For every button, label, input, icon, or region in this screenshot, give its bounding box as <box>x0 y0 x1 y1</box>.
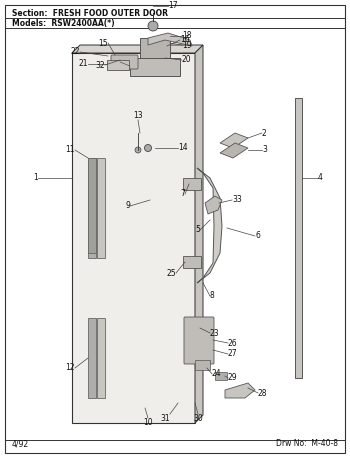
FancyBboxPatch shape <box>184 317 214 364</box>
Text: 33: 33 <box>232 196 242 205</box>
Text: 14: 14 <box>178 143 188 153</box>
Polygon shape <box>148 33 192 46</box>
Text: 22: 22 <box>70 48 80 56</box>
Text: 29: 29 <box>228 374 238 382</box>
Text: 18: 18 <box>182 32 191 40</box>
FancyBboxPatch shape <box>111 55 138 69</box>
Text: 5: 5 <box>195 225 200 234</box>
Bar <box>107 60 129 70</box>
Circle shape <box>145 145 152 152</box>
Bar <box>195 360 210 370</box>
Text: 10: 10 <box>143 418 153 427</box>
Text: 20: 20 <box>182 55 192 65</box>
Polygon shape <box>197 168 222 283</box>
Text: Section:  FRESH FOOD OUTER DOOR: Section: FRESH FOOD OUTER DOOR <box>12 9 168 18</box>
Bar <box>295 98 302 378</box>
Bar <box>72 53 195 423</box>
Text: 30: 30 <box>193 414 203 423</box>
Text: 23: 23 <box>210 328 220 338</box>
Bar <box>215 372 227 380</box>
Text: 26: 26 <box>228 338 238 348</box>
Bar <box>140 38 170 58</box>
Bar <box>183 256 201 268</box>
Polygon shape <box>225 383 255 398</box>
Text: 24: 24 <box>212 370 222 378</box>
Circle shape <box>148 21 158 31</box>
Text: 2: 2 <box>262 129 267 137</box>
Bar <box>97 158 105 258</box>
Text: 4/92: 4/92 <box>12 440 29 448</box>
Text: 25: 25 <box>166 268 176 278</box>
Polygon shape <box>72 45 203 53</box>
Text: 32: 32 <box>95 60 105 70</box>
Text: 12: 12 <box>65 364 75 372</box>
Text: 27: 27 <box>228 349 238 359</box>
Text: 7: 7 <box>180 190 185 198</box>
Text: 11: 11 <box>65 146 75 154</box>
Text: 21: 21 <box>78 60 88 69</box>
Text: 8: 8 <box>210 291 215 300</box>
Text: 15: 15 <box>98 38 108 48</box>
Text: 19: 19 <box>182 40 192 49</box>
Text: 16: 16 <box>180 36 190 44</box>
Text: 1: 1 <box>33 174 38 182</box>
Bar <box>88 158 96 258</box>
Text: 17: 17 <box>168 1 177 11</box>
Text: 13: 13 <box>133 111 143 120</box>
Polygon shape <box>220 133 248 148</box>
Text: Models:  RSW2400AA(*): Models: RSW2400AA(*) <box>12 19 115 28</box>
Text: 6: 6 <box>255 231 260 240</box>
Polygon shape <box>220 143 248 158</box>
Polygon shape <box>195 45 203 423</box>
Text: Drw No:  M-40-8: Drw No: M-40-8 <box>276 440 338 448</box>
Bar <box>97 318 105 398</box>
Text: 3: 3 <box>262 146 267 154</box>
Text: 4: 4 <box>318 174 323 182</box>
Bar <box>88 158 96 253</box>
Polygon shape <box>205 196 222 214</box>
Text: 9: 9 <box>125 202 130 211</box>
Text: 31: 31 <box>160 414 170 423</box>
Bar <box>88 318 96 398</box>
Bar <box>130 58 180 76</box>
Bar <box>183 178 201 190</box>
Text: 28: 28 <box>258 388 267 398</box>
Circle shape <box>135 147 141 153</box>
